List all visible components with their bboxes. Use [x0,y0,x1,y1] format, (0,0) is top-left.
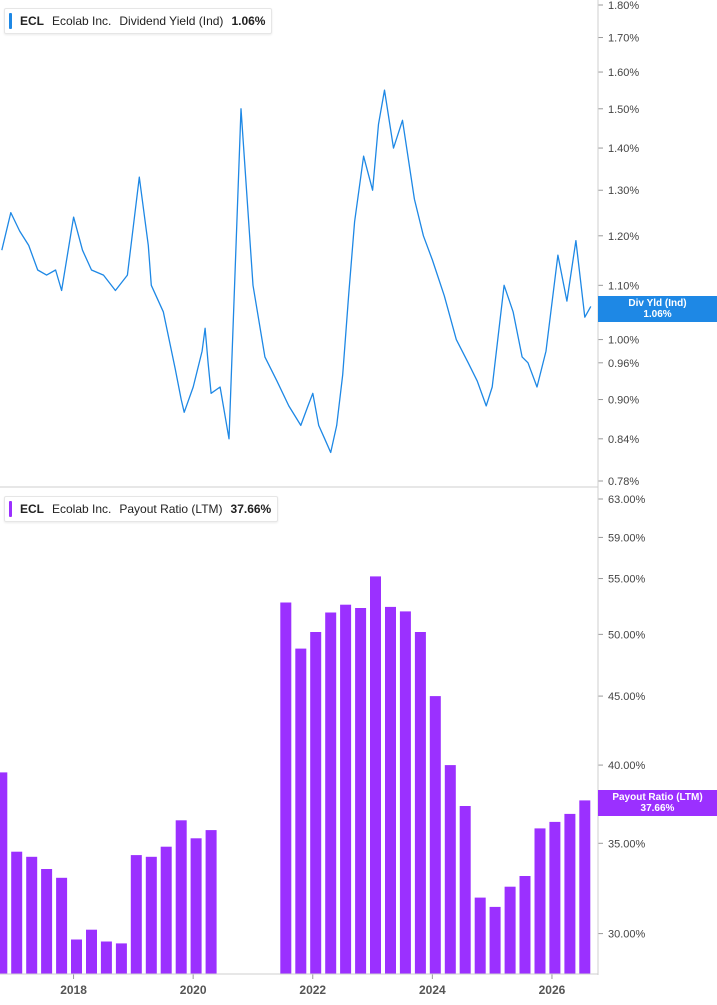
yield-tick-label: 1.40% [608,143,639,155]
payout-bar [549,821,561,974]
yield-tick-label: 1.00% [608,335,639,347]
payout-bar [429,696,441,974]
yield-legend: ECL Ecolab Inc. Dividend Yield (Ind) 1.0… [4,8,273,34]
payout-bar [160,846,172,974]
payout-bar [56,877,68,974]
yield-tick-label: 1.70% [608,33,639,45]
x-tick-label: 2020 [180,983,207,997]
payout-bar [145,856,157,974]
payout-tick-label: 50.00% [608,629,646,641]
payout-bar [444,765,456,974]
payout-bar [26,856,38,974]
payout-bar [459,806,471,974]
payout-tick-label: 63.00% [608,494,646,506]
yield-legend-value: 1.06% [231,14,266,28]
x-tick-label: 2022 [299,983,326,997]
yield-legend-company: Ecolab Inc. [52,14,112,28]
payout-bar [115,943,127,974]
payout-bar [579,800,591,974]
payout-bar [489,906,501,974]
payout-bar [175,820,187,974]
yield-tick-label: 1.60% [608,67,639,79]
yield-tick-label: 0.78% [608,476,639,488]
yield-legend-ticker: ECL [20,14,44,28]
yield-tick-label: 1.80% [608,0,639,12]
payout-bar [474,897,486,974]
payout-bar [280,602,292,974]
yield-value-flag: Div Yld (Ind) 1.06% [598,296,717,322]
payout-legend-swatch [9,501,12,517]
payout-bar [370,576,381,974]
payout-bar [414,632,426,974]
payout-axis: 63.00% 59.00% 55.00% 50.00% 45.00% 40.00% 35.0… [598,494,646,941]
yield-legend-swatch [9,13,12,29]
payout-bar [71,939,82,974]
x-axis: 2018 2020 2022 2024 2026 [60,974,566,997]
payout-bar [11,851,23,974]
payout-bar [205,830,217,974]
payout-bar [41,869,53,974]
payout-bar [325,612,337,974]
payout-tick-label: 35.00% [608,838,646,850]
yield-plot [1,89,592,454]
payout-flag-value: 37.66% [640,803,675,814]
payout-tick-label: 45.00% [608,691,646,703]
payout-tick-label: 55.00% [608,574,646,586]
payout-bar [399,611,411,974]
payout-legend-company: Ecolab Inc. [52,502,112,516]
payout-bar [564,813,576,974]
payout-bar [86,929,97,974]
yield-tick-label: 0.84% [608,434,639,446]
yield-legend-metric: Dividend Yield (Ind) [119,14,224,28]
payout-tick-label: 40.00% [608,760,646,772]
payout-plot [0,576,591,974]
payout-legend-value: 37.66% [230,502,272,516]
payout-bar [100,941,112,974]
payout-legend: ECL Ecolab Inc. Payout Ratio (LTM) 37.66… [4,496,279,522]
payout-bar [340,604,352,974]
yield-tick-label: 1.50% [608,104,639,116]
x-tick-label: 2026 [539,983,566,997]
payout-flag-label: Payout Ratio (LTM) [612,792,703,803]
yield-axis: 1.80% 1.70% 1.60% 1.50% 1.40% 1.30% 1.20% 1.10%… [598,0,639,488]
payout-tick-label: 59.00% [608,532,646,544]
yield-tick-label: 0.90% [608,395,639,407]
yield-tick-label: 1.20% [608,231,639,243]
x-tick-label: 2024 [419,983,446,997]
payout-bar [130,855,142,974]
payout-bar [0,772,8,974]
x-tick-label: 2018 [60,983,87,997]
payout-bar [519,876,531,974]
yield-tick-label: 1.30% [608,185,639,197]
payout-bar [534,828,546,974]
payout-bar [190,838,202,974]
payout-bar [504,886,516,974]
yield-tick-label: 0.96% [608,358,639,370]
yield-tick-label: 1.10% [608,280,639,292]
payout-legend-metric: Payout Ratio (LTM) [119,502,223,516]
payout-bar [295,648,307,974]
payout-bar [385,606,396,974]
payout-bar [310,632,322,974]
dividend-yield-line [1,89,592,454]
payout-value-flag: Payout Ratio (LTM) 37.66% [598,790,717,816]
yield-flag-value: 1.06% [643,309,672,320]
payout-legend-ticker: ECL [20,502,44,516]
payout-tick-label: 30.00% [608,929,646,941]
yield-flag-label: Div Yld (Ind) [628,298,687,309]
payout-bar [355,608,367,974]
